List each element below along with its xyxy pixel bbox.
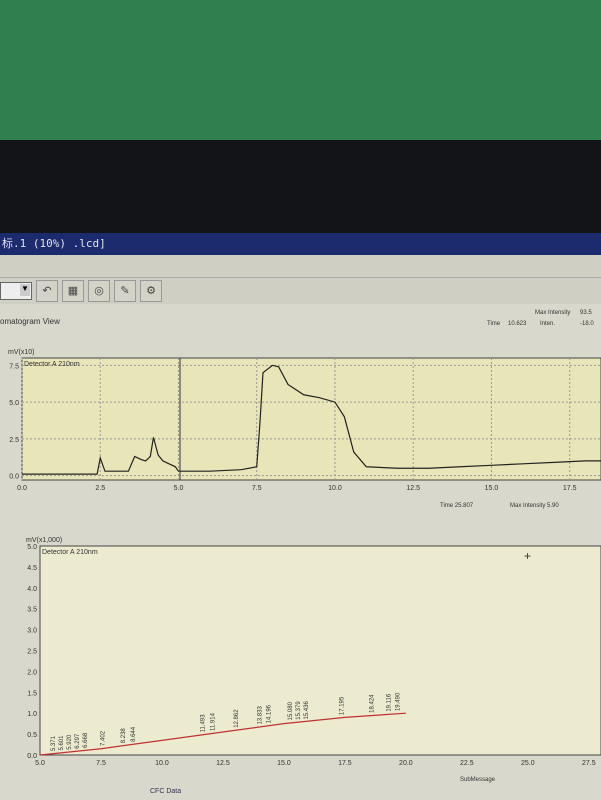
- x-tick-label: 12.5: [216, 760, 230, 767]
- lower-max-intensity-label: Max Intensity: [510, 503, 546, 509]
- lower-time: Time 25.807: [440, 503, 473, 509]
- x-tick-label: 5.0: [35, 760, 45, 767]
- y-tick-label: 1.5: [27, 690, 37, 697]
- x-tick-label: 7.5: [252, 485, 262, 492]
- x-tick-label: 10.0: [328, 485, 342, 492]
- x-tick-label: 15.0: [277, 760, 291, 767]
- y-axis-label: mV(x10): [8, 349, 34, 356]
- peak-label: 15.436: [304, 701, 310, 720]
- chromatogram-trace: [39, 712, 406, 756]
- y-tick-label: 5.0: [27, 544, 37, 551]
- plot-area: [39, 545, 601, 756]
- peak-label: 19.116: [386, 693, 392, 712]
- x-tick-label: 27.5: [582, 760, 596, 767]
- plot-area: [21, 357, 601, 481]
- peak-label: 19.490: [395, 692, 401, 711]
- peak-label: 8.238: [121, 728, 127, 744]
- y-tick-label: 3.0: [27, 628, 37, 635]
- y-tick-label: 2.0: [27, 669, 37, 676]
- crosshair-cursor: +: [524, 549, 531, 563]
- undo-icon[interactable]: ↶: [36, 280, 58, 302]
- menu-bar: [0, 255, 601, 278]
- x-tick-label: 12.5: [406, 485, 420, 492]
- monitor-bezel: [0, 140, 601, 233]
- x-tick-label: 17.5: [338, 760, 352, 767]
- peak-label: 6.668: [83, 732, 89, 748]
- cfc-data-tab[interactable]: CFC Data: [150, 788, 182, 795]
- peak-label: 13.833: [257, 706, 263, 725]
- chromatogram-trace: [22, 364, 601, 475]
- lower-time-value: 25.807: [454, 503, 474, 509]
- x-tick-label: 10.0: [155, 760, 169, 767]
- inten-value: -18.0: [580, 321, 594, 327]
- y-tick-label: 4.5: [27, 565, 37, 572]
- peak-label: 15.080: [288, 701, 294, 720]
- camera-icon[interactable]: ◎: [88, 280, 110, 302]
- y-tick-label: 3.5: [27, 607, 37, 614]
- peak-label: 15.379: [296, 701, 302, 720]
- data-icon[interactable]: ▦: [62, 280, 84, 302]
- lower-max-intensity: Max Intensity 5.90: [510, 503, 559, 509]
- peak-label: 11.914: [211, 712, 217, 731]
- y-tick-label: 2.5: [9, 437, 19, 444]
- peak-label: 12.862: [234, 709, 240, 728]
- peak-label: 14.196: [266, 704, 272, 723]
- time-label: Time: [487, 321, 501, 327]
- y-tick-label: 2.5: [27, 649, 37, 656]
- peak-label: 5.601: [59, 735, 65, 751]
- x-tick-label: 22.5: [460, 760, 474, 767]
- chromatogram-view-header: omatogram View Max Intensity 93.5 Time 1…: [0, 310, 601, 331]
- peak-label: 17.195: [339, 696, 345, 715]
- lower-max-intensity-value: 5.90: [547, 503, 559, 509]
- toolbar: ▼ ↶ ▦ ◎ ✎ ⚙: [0, 278, 601, 304]
- background-wall: [0, 0, 601, 140]
- max-intensity-value: 93.5: [580, 310, 592, 316]
- y-tick-label: 0.0: [9, 474, 19, 481]
- peak-label: 6.297: [75, 733, 81, 749]
- peak-label: 18.424: [369, 694, 375, 713]
- x-tick-label: 17.5: [563, 485, 577, 492]
- x-tick-label: 20.0: [399, 760, 413, 767]
- lower-chromatogram[interactable]: 5.0 7.5 10.0 12.5 15.0 17.5 20.0 22.5 25.0 27.5 0.…: [0, 530, 601, 770]
- inten-label: Inten.: [540, 321, 556, 327]
- peak-label: 8.644: [131, 726, 137, 742]
- lower-time-label: Time: [440, 503, 454, 509]
- x-tick-label: 7.5: [96, 760, 106, 767]
- legend-detector: Detector A 210nm: [42, 549, 98, 556]
- x-tick-label: 2.5: [95, 485, 105, 492]
- y-axis-label: mV(x1,000): [26, 537, 62, 544]
- peak-label: 5.371: [51, 735, 57, 751]
- y-tick-label: 1.0: [27, 711, 37, 718]
- x-tick-label: 15.0: [485, 485, 499, 492]
- x-tick-label: 5.0: [174, 485, 184, 492]
- title-bar: 标.1 (10%) .lcd]: [0, 233, 601, 255]
- edit-icon[interactable]: ✎: [114, 280, 136, 302]
- chevron-down-icon[interactable]: ▼: [20, 284, 30, 296]
- peak-label: 7.402: [101, 730, 107, 746]
- submessage-label: SubMessage: [460, 777, 496, 783]
- max-intensity-label: Max Intensity: [535, 310, 571, 316]
- time-value: 10.623: [508, 321, 527, 327]
- y-tick-label: 0.5: [27, 732, 37, 739]
- y-tick-label: 4.0: [27, 586, 37, 593]
- x-tick-label: 0.0: [17, 485, 27, 492]
- x-tick-label: 25.0: [521, 760, 535, 767]
- view-title: omatogram View: [0, 317, 60, 326]
- y-tick-label: 7.5: [9, 363, 19, 370]
- peak-label: 5.920: [67, 734, 73, 750]
- y-tick-label: 5.0: [9, 400, 19, 407]
- peak-label: 11.493: [200, 714, 206, 733]
- settings-icon[interactable]: ⚙: [140, 280, 162, 302]
- upper-chromatogram[interactable]: 0.0 2.5 5.0 7.5 10.0 12.5 15.0 17.5 0.0 2.5 5.0 7.5…: [0, 340, 601, 500]
- view-dropdown[interactable]: ▼: [0, 282, 32, 300]
- legend-detector: Detector A 210nm: [24, 361, 80, 368]
- y-tick-label: 0.0: [27, 753, 37, 760]
